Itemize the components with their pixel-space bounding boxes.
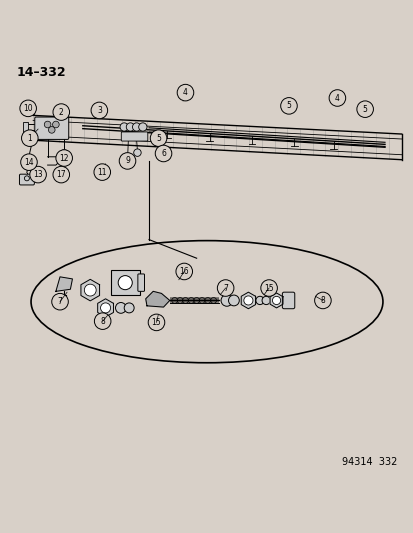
FancyBboxPatch shape [282,292,294,309]
Circle shape [24,176,29,181]
Text: 8: 8 [320,296,325,305]
Circle shape [272,296,280,304]
Circle shape [84,284,96,296]
Circle shape [120,123,128,131]
Circle shape [53,104,69,120]
FancyBboxPatch shape [138,274,144,292]
Circle shape [56,150,72,166]
Polygon shape [56,277,72,292]
Text: 4: 4 [183,88,188,97]
Circle shape [100,303,110,313]
Text: 7: 7 [57,297,62,306]
Circle shape [255,296,263,304]
Circle shape [94,313,111,329]
Text: 10: 10 [23,104,33,113]
Text: 1: 1 [27,134,32,143]
Text: 16: 16 [179,267,189,276]
Circle shape [243,296,252,305]
Circle shape [48,126,55,133]
Circle shape [150,130,166,147]
Circle shape [44,121,51,128]
Circle shape [20,100,36,117]
Circle shape [155,145,171,161]
Text: 17: 17 [56,170,66,179]
Ellipse shape [31,240,382,363]
Circle shape [260,280,277,296]
Circle shape [217,280,233,296]
Circle shape [118,276,132,289]
Text: 2: 2 [59,108,64,117]
Text: 5: 5 [286,101,291,110]
FancyBboxPatch shape [23,123,28,136]
Circle shape [356,101,373,117]
Circle shape [124,303,134,313]
Circle shape [115,303,126,313]
Polygon shape [269,293,282,308]
Circle shape [52,121,59,128]
Circle shape [123,158,131,165]
Circle shape [261,296,270,304]
Circle shape [328,90,345,106]
Text: 5: 5 [362,104,367,114]
Circle shape [221,295,232,306]
Text: 11: 11 [97,167,107,176]
Polygon shape [145,292,169,307]
FancyBboxPatch shape [111,270,139,295]
Circle shape [177,84,193,101]
Text: 4: 4 [334,93,339,102]
Circle shape [132,123,140,131]
Polygon shape [97,299,113,317]
Circle shape [148,314,164,330]
Circle shape [138,123,147,131]
Text: 6: 6 [161,149,166,158]
Circle shape [30,166,46,183]
Circle shape [314,292,330,309]
Text: 7: 7 [223,284,228,293]
Text: 5: 5 [156,134,161,143]
Text: 3: 3 [97,106,102,115]
Text: 15: 15 [151,318,161,327]
Circle shape [21,130,38,147]
Text: 15: 15 [263,284,273,293]
Circle shape [228,295,239,306]
Circle shape [133,149,141,156]
Circle shape [91,102,107,119]
Text: 94314  332: 94314 332 [341,457,396,467]
Polygon shape [241,292,255,309]
Circle shape [52,293,68,310]
FancyBboxPatch shape [121,132,147,141]
FancyBboxPatch shape [35,117,69,140]
Text: 12: 12 [59,154,69,163]
Circle shape [119,152,135,169]
Text: 9: 9 [125,156,130,165]
Circle shape [21,154,37,171]
Text: 14: 14 [24,158,34,167]
Text: 8: 8 [100,317,105,326]
Polygon shape [81,279,100,301]
Circle shape [176,263,192,280]
Text: 14–332: 14–332 [17,66,66,79]
Text: 13: 13 [33,170,43,179]
Circle shape [94,164,110,180]
Circle shape [59,150,69,160]
Circle shape [126,123,134,131]
FancyBboxPatch shape [19,174,34,185]
Circle shape [280,98,297,114]
Circle shape [53,166,69,183]
